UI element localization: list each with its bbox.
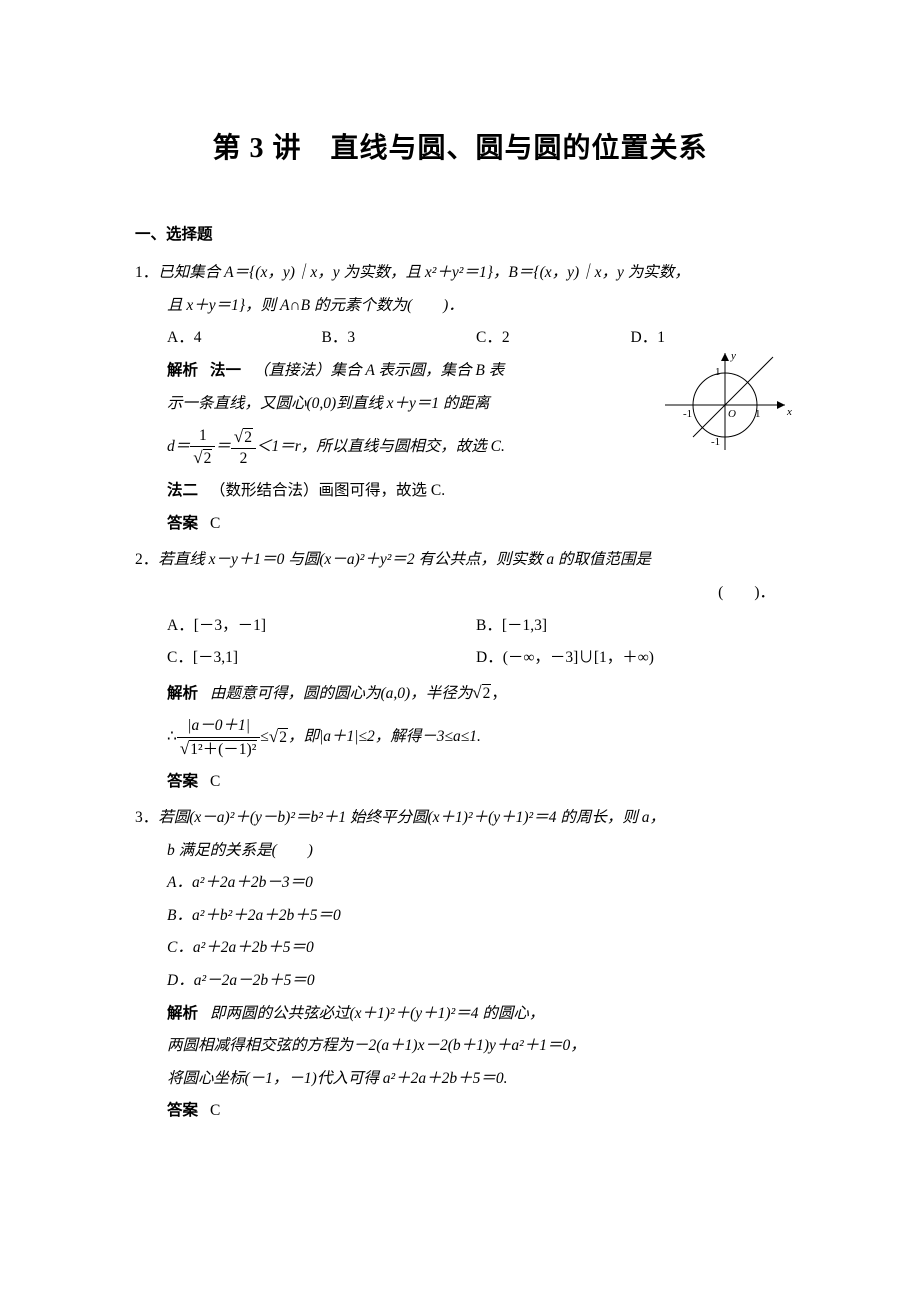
q3-option-a: A．a²＋2a＋2b－3＝0 (135, 867, 785, 900)
q2-options-row1: A．[－3，－1] B．[－1,3] (135, 610, 785, 643)
q2-option-d: D．(－∞，－3]∪[1，＋∞) (476, 642, 785, 675)
q3-stem-a: 若圆(x－a)²＋(y－b)²＝b²＋1 始终平分圆(x＋1)²＋(y＋1)²＝… (158, 809, 665, 826)
svg-text:-1: -1 (711, 436, 720, 448)
q1-analysis-line1: 解析法一 （直接法）集合 A 表示圆，集合 B 表 (167, 355, 597, 388)
question-2: 2．若直线 x－y＋1＝0 与圆(x－a)²＋y²＝2 有公共点，则实数 a 的… (135, 544, 785, 798)
q3-option-d: D．a²－2a－2b＋5＝0 (135, 965, 785, 998)
q2-analysis-label: 解析 (167, 685, 198, 702)
q3-analysis-label: 解析 (167, 1005, 198, 1022)
q1-option-b: B．3 (322, 322, 477, 355)
q2-stem-line2: ( )． (135, 577, 785, 610)
svg-text:-1: -1 (683, 408, 692, 420)
q1-frac2: √22 (231, 426, 256, 469)
q3-analysis-line2: 两圆相减得相交弦的方程为－2(a＋1)x－2(b＋1)y＋a²＋1＝0， (135, 1030, 785, 1063)
q3-analysis-text1: 即两圆的公共弦必过(x＋1)²＋(y＋1)²＝4 的圆心， (210, 1005, 544, 1022)
q2-option-b: B．[－1,3] (476, 610, 785, 643)
q1-number: 1． (135, 264, 158, 281)
q2-analysis-line1: 解析由题意可得，圆的圆心为(a,0)，半径为√2， (135, 675, 785, 711)
question-1: 1．已知集合 A＝{(x，y)｜x，y 为实数，且 x²＋y²＝1}，B＝{(x… (135, 257, 785, 540)
main-title: 第 3 讲 直线与圆、圆与圆的位置关系 (135, 120, 785, 179)
q1-frac2-den: 2 (231, 449, 256, 469)
q1-analysis-line4: 法二 （数形结合法）画图可得，故选 C. (167, 475, 785, 508)
q3-option-b: B．a²＋b²＋2a＋2b＋5＝0 (135, 900, 785, 933)
q2-frac: |a－0＋1|√1²＋(－1)² (177, 716, 260, 759)
q1-eq-mid: ＝ (215, 438, 231, 455)
q3-answer-line: 答案 C (135, 1095, 785, 1128)
q1-option-a: A．4 (167, 322, 322, 355)
q2-answer: C (210, 773, 220, 790)
q2-sqrt1: √2 (472, 685, 491, 702)
q1-frac1-num: 1 (190, 426, 215, 447)
q2-sqrt2: √2 (269, 729, 288, 746)
q3-stem-line1: 3．若圆(x－a)²＋(y－b)²＝b²＋1 始终平分圆(x＋1)²＋(y＋1)… (135, 802, 785, 835)
q2-option-a: A．[－3，－1] (167, 610, 476, 643)
q2-frac-den: √1²＋(－1)² (177, 738, 260, 760)
q1-frac2-num: √2 (231, 426, 256, 449)
q2-leq: ≤ (260, 729, 269, 746)
q3-analysis-line1: 解析即两圆的公共弦必过(x＋1)²＋(y＋1)²＝4 的圆心， (135, 998, 785, 1031)
q3-option-c: C．a²＋2a＋2b＋5＝0 (135, 932, 785, 965)
q1-frac1-den: √2 (190, 447, 215, 469)
q1-stem-a: 已知集合 A＝{(x，y)｜x，y 为实数，且 x²＋y²＝1}，B＝{(x，y… (158, 264, 690, 281)
q2-answer-label: 答案 (167, 773, 198, 790)
svg-text:y: y (730, 350, 736, 362)
q2-therefore: ∴ (167, 729, 177, 746)
q2-frac-num: |a－0＋1| (177, 716, 260, 737)
q2-line2-post: ，即|a＋1|≤2，解得－3≤a≤1. (288, 729, 481, 746)
svg-text:x: x (786, 406, 792, 418)
q1-method1-label: 法一 (210, 362, 241, 379)
q1-method2-label: 法二 (167, 482, 198, 499)
q1-stem-b: 且 x＋y＝1}，则 A∩B 的元素个数为( )． (167, 297, 464, 314)
q3-stem-line2: b 满足的关系是( ) (135, 835, 785, 868)
q2-analysis-text1-post: ， (491, 685, 507, 702)
q1-answer-line: 答案 C (167, 508, 785, 541)
q2-stem-line1: 2．若直线 x－y＋1＝0 与圆(x－a)²＋y²＝2 有公共点，则实数 a 的… (135, 544, 785, 577)
q3-analysis-line3: 将圆心坐标(－1，－1)代入可得 a²＋2a＋2b＋5＝0. (135, 1063, 785, 1096)
q1-analysis-label: 解析 (167, 362, 198, 379)
svg-text:1: 1 (715, 366, 721, 378)
q1-d-eq: d＝ (167, 438, 190, 455)
q2-stem-a: 若直线 x－y＋1＝0 与圆(x－a)²＋y²＝2 有公共点，则实数 a 的取值… (158, 551, 651, 568)
q2-analysis-line2: ∴|a－0＋1|√1²＋(－1)²≤√2，即|a＋1|≤2，解得－3≤a≤1. (135, 710, 785, 765)
q2-number: 2． (135, 551, 158, 568)
svg-text:1: 1 (755, 408, 761, 420)
q1-option-c: C．2 (476, 322, 631, 355)
q1-analysis: O x y 1 -1 1 -1 解析法一（直接法）集合 A 表示圆，集合 B 表… (135, 355, 785, 540)
svg-text:O: O (728, 408, 736, 420)
q1-stem-line2: 且 x＋y＝1}，则 A∩B 的元素个数为( )． (135, 290, 785, 323)
q3-number: 3． (135, 809, 158, 826)
q1-answer: C (210, 515, 220, 532)
q2-answer-line: 答案 C (135, 766, 785, 799)
q3-answer-label: 答案 (167, 1102, 198, 1119)
q1-stem-line1: 1．已知集合 A＝{(x，y)｜x，y 为实数，且 x²＋y²＝1}，B＝{(x… (135, 257, 785, 290)
q1-answer-label: 答案 (167, 515, 198, 532)
q1-analysis-text4: （数形结合法）画图可得，故选 C. (210, 482, 445, 499)
q2-option-c: C．[－3,1] (167, 642, 476, 675)
q1-line3-post: ＜1＝r，所以直线与圆相交，故选 C. (256, 438, 505, 455)
section-heading: 一、选择题 (135, 219, 785, 252)
q2-analysis-text1: 由题意可得，圆的圆心为(a,0)，半径为 (210, 685, 472, 702)
q1-analysis-line2: 示一条直线，又圆心(0,0)到直线 x＋y＝1 的距离 (167, 388, 597, 421)
q1-analysis-text1: （直接法）集合 A 表示圆，集合 B 表 (253, 362, 504, 379)
q1-frac1: 1√2 (190, 426, 215, 469)
q1-diagram-coordinate: O x y 1 -1 1 -1 (655, 345, 795, 468)
question-3: 3．若圆(x－a)²＋(y－b)²＝b²＋1 始终平分圆(x＋1)²＋(y＋1)… (135, 802, 785, 1127)
q1-analysis-line3: d＝1√2＝√22＜1＝r，所以直线与圆相交，故选 C. (167, 420, 597, 475)
q3-answer: C (210, 1102, 220, 1119)
q2-options-row2: C．[－3,1] D．(－∞，－3]∪[1，＋∞) (135, 642, 785, 675)
